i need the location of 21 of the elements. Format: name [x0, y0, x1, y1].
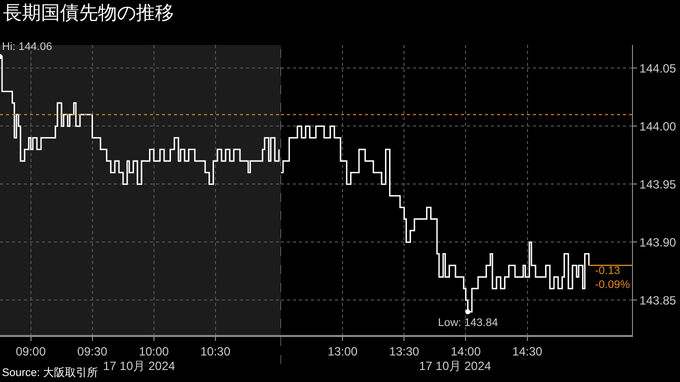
x-tick-label: 10:00 [138, 344, 170, 358]
annotation: Low: 143.84 [438, 317, 498, 329]
y-tick-label: 143.85 [640, 293, 677, 308]
x-tick-label: 14:30 [512, 344, 543, 358]
annotation: -0.09% [595, 279, 630, 291]
text: 17 10月 2024 [419, 359, 492, 373]
y-tick-label: 144.00 [640, 119, 677, 134]
annotation: -0.13 [595, 265, 620, 277]
chart-title: 長期国債先物の推移 [2, 3, 174, 24]
y-tick-label: 143.95 [640, 177, 677, 192]
x-tick-label: 10:30 [200, 344, 231, 358]
x-tick-label: 14:00 [450, 344, 482, 358]
x-tick-label: 09:30 [77, 344, 108, 358]
x-tick-label: 13:30 [389, 344, 420, 358]
text: 17 10月 2024 [103, 359, 176, 373]
y-tick-label: 144.05 [640, 61, 677, 76]
x-tick-label: 13:00 [328, 344, 358, 358]
annotation: Hi: 144.06 [2, 41, 52, 53]
y-tick-label: 143.90 [640, 235, 677, 250]
x-tick-label: 09:00 [16, 344, 46, 358]
source-note: Source: 大阪取引所 [2, 366, 98, 379]
